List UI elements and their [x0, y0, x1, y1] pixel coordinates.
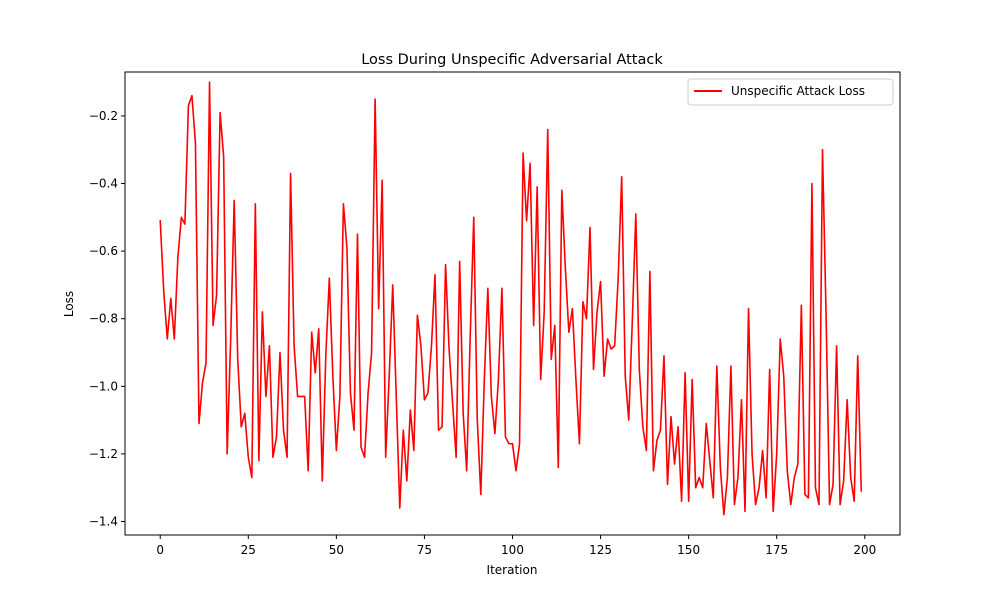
y-axis-label: Loss	[62, 291, 76, 317]
x-tick-label: 0	[156, 543, 164, 557]
y-tick-label: −0.8	[89, 312, 118, 326]
legend-box	[687, 78, 894, 106]
y-tick-label: −0.6	[89, 244, 118, 258]
x-tick-label: 150	[677, 543, 700, 557]
x-tick-label: 25	[241, 543, 256, 557]
y-axis-ticks: −1.4 −1.2 −1.0 −0.8 −0.6 −0.4 −0.2	[89, 109, 125, 528]
x-tick-label: 200	[853, 543, 876, 557]
chart-title: Loss During Unspecific Adversarial Attac…	[361, 52, 663, 68]
y-tick-label: −1.0	[89, 379, 118, 393]
x-tick-label: 100	[501, 543, 524, 557]
y-tick-label: −1.4	[89, 514, 118, 528]
x-axis-ticks: 0 25 50 75 100 125 150 175 200	[156, 535, 876, 557]
y-tick-label: −0.4	[89, 177, 118, 191]
x-tick-label: 75	[417, 543, 432, 557]
x-axis-label: Iteration	[487, 563, 538, 577]
x-tick-label: 125	[589, 543, 612, 557]
y-tick-label: −1.2	[89, 447, 118, 461]
series-line-0	[159, 81, 863, 516]
x-tick-label: 175	[765, 543, 788, 557]
series-layer	[159, 81, 863, 516]
legend-entry-label: Unspecific Attack Loss	[731, 84, 865, 98]
legend: Unspecific Attack Loss	[687, 78, 894, 106]
plot-area: 0 25 50 75 100 125 150 175 200 −1.4−1.2−1.0−0.8−…	[89, 71, 901, 557]
x-tick-label: 50	[329, 543, 344, 557]
y-tick-label: −0.2	[89, 109, 118, 123]
